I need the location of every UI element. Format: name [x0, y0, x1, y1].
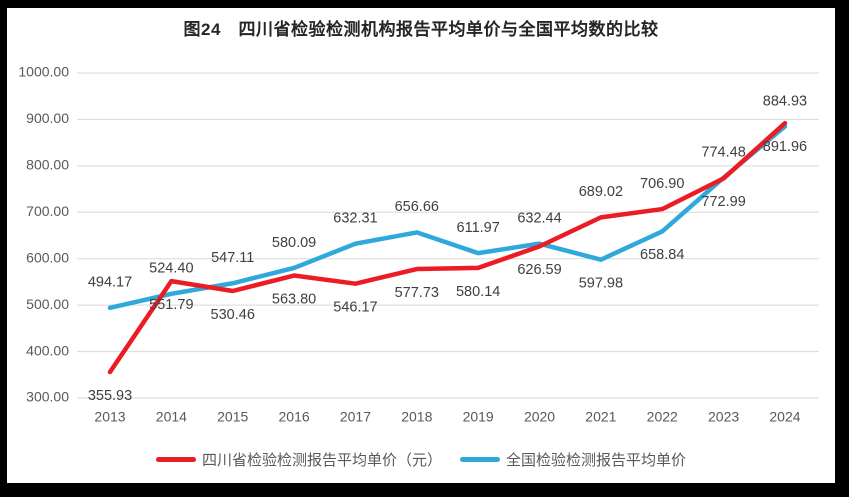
chart-canvas: 图24 四川省检验检测机构报告平均单价与全国平均数的比较 300.00 400.0… [7, 8, 835, 483]
y-axis-tick-label-500: 500.00 [26, 296, 69, 312]
legend: 四川省检验检测报告平均单价（元） 全国检验检测报告平均单价 [7, 449, 835, 470]
sichuan-data-label-2024: 891.96 [763, 139, 807, 155]
sichuan-data-label-2017: 546.17 [333, 300, 377, 316]
x-axis-tick-label-2019: 2019 [463, 409, 494, 425]
sichuan-data-label-2018: 577.73 [395, 285, 439, 301]
sichuan-series-line-marker [155, 457, 196, 462]
sichuan-data-label-2015: 530.46 [211, 307, 255, 323]
x-axis-tick-label-2014: 2014 [156, 409, 187, 425]
y-axis-tick-label-300: 300.00 [26, 389, 69, 405]
x-axis-tick-label-2013: 2013 [94, 409, 125, 425]
legend-item-national: 全国检验检测报告平均单价 [460, 449, 686, 470]
national-data-label-2023: 774.48 [701, 145, 745, 161]
x-axis-tick-label-2024: 2024 [769, 409, 800, 425]
x-axis-tick-label-2022: 2022 [647, 409, 678, 425]
line-chart-plot-area: 300.00 400.00 500.00 600.00 700.00 800.00 900.… [18, 64, 819, 425]
national-data-label-2013: 494.17 [88, 275, 132, 291]
sichuan-data-label-2016: 563.80 [272, 291, 316, 307]
national-series-line [107, 124, 788, 311]
national-series-line-marker [460, 457, 500, 462]
national-data-label-2020: 632.44 [517, 210, 561, 226]
national-data-label-2015: 547.11 [211, 250, 254, 266]
national-data-label-2022: 658.84 [640, 247, 684, 263]
national-data-label-2014: 524.40 [149, 261, 193, 277]
sichuan-data-label-2020: 626.59 [517, 262, 561, 278]
sichuan-data-label-2021: 689.02 [579, 184, 623, 200]
sichuan-data-label-2022: 706.90 [640, 176, 684, 192]
sichuan-data-label-2013: 355.93 [88, 388, 132, 404]
x-axis-tick-label-2021: 2021 [585, 409, 616, 425]
sichuan-series-line [107, 120, 788, 375]
national-data-label-2018: 656.66 [395, 199, 439, 215]
y-axis-tick-label-600: 600.00 [26, 249, 69, 265]
y-axis-tick-label-900: 900.00 [26, 110, 69, 126]
y-axis-tick-label-800: 800.00 [26, 157, 69, 173]
x-axis-tick-label-2016: 2016 [279, 409, 310, 425]
y-axis-tick-label-700: 700.00 [26, 203, 69, 219]
sichuan-data-label-2014: 551.79 [149, 297, 193, 313]
y-axis-tick-label-400: 400.00 [26, 342, 69, 358]
x-axis-tick-label-2020: 2020 [524, 409, 555, 425]
y-axis-tick-label-1000: 1000.00 [18, 64, 69, 80]
x-axis-tick-label-2018: 2018 [401, 409, 432, 425]
legend-item-sichuan: 四川省检验检测报告平均单价（元） [155, 449, 442, 470]
national-data-label-2021: 597.98 [579, 275, 623, 291]
sichuan-data-label-2023: 772.99 [701, 194, 745, 210]
national-data-label-2016: 580.09 [272, 235, 316, 251]
sichuan-data-label-2019: 580.14 [456, 284, 500, 300]
x-axis-tick-label-2015: 2015 [217, 409, 248, 425]
x-axis-tick-label-2023: 2023 [708, 409, 739, 425]
x-axis-tick-label-2017: 2017 [340, 409, 371, 425]
legend-label-national: 全国检验检测报告平均单价 [506, 452, 687, 469]
chart-title: 图24 四川省检验检测机构报告平均单价与全国平均数的比较 [183, 20, 659, 39]
national-data-label-2019: 611.97 [457, 220, 500, 236]
national-data-label-2017: 632.31 [333, 211, 377, 227]
national-data-label-2024: 884.93 [763, 93, 807, 109]
legend-label-sichuan: 四川省检验检测报告平均单价（元） [201, 452, 442, 469]
